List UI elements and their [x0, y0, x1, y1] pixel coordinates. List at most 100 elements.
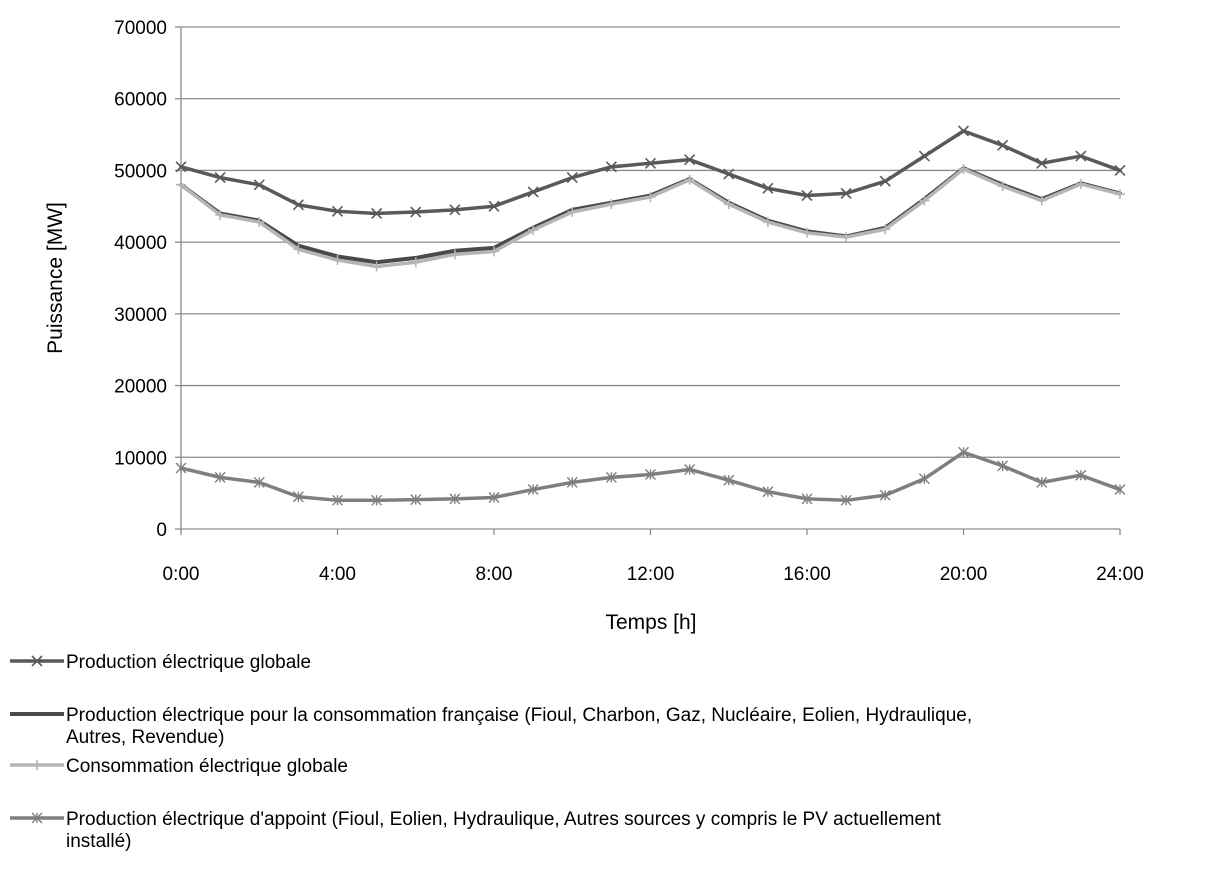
data-point	[489, 246, 499, 257]
legend-marker	[31, 655, 43, 667]
data-point	[175, 462, 187, 474]
data-point	[957, 125, 970, 137]
tick-labels: 0 10000 20000 30000 40000 50000 60000 70000 0:00…	[114, 18, 1144, 585]
data-point	[292, 491, 304, 503]
data-point	[371, 207, 383, 220]
data-point	[879, 489, 891, 501]
data-point	[566, 172, 578, 184]
data-point	[644, 157, 657, 169]
data-point	[801, 189, 813, 202]
data-point	[488, 491, 500, 503]
data-point	[371, 261, 382, 272]
data-point	[1115, 189, 1125, 200]
series-2	[179, 166, 1122, 265]
y-tick-label: 10000	[114, 448, 167, 469]
data-point	[605, 161, 617, 173]
data-point	[293, 244, 304, 255]
x-tick-label: 4:00	[319, 564, 356, 585]
y-tick-label: 20000	[114, 377, 167, 398]
data-point	[879, 175, 891, 187]
data-point	[214, 172, 226, 184]
data-point	[645, 469, 656, 480]
data-point	[292, 199, 304, 211]
data-point	[841, 232, 852, 243]
x-tick-label: 24:00	[1096, 564, 1144, 585]
legend-label: Production électrique d'appoint (Fioul, …	[66, 809, 942, 852]
legend: Production électrique globale Production …	[10, 652, 972, 852]
y-tick-label: 70000	[114, 18, 167, 39]
grid-lines	[181, 26, 1120, 458]
data-point	[332, 255, 343, 266]
data-point	[175, 161, 187, 173]
legend-marker	[31, 812, 43, 824]
x-tick-label: 16:00	[783, 564, 831, 585]
data-point	[684, 463, 696, 475]
data-point	[997, 181, 1008, 192]
legend-marker	[32, 760, 42, 770]
data-point	[606, 199, 617, 210]
data-point	[528, 224, 539, 235]
data-point	[371, 494, 383, 506]
data-point	[840, 494, 852, 506]
y-axis-title: Puissance [MW]	[44, 202, 67, 354]
data-point	[918, 150, 930, 162]
data-point	[1114, 484, 1126, 496]
legend-label: Production électrique pour la consommati…	[66, 705, 972, 748]
data-point	[215, 209, 226, 220]
data-point	[410, 257, 421, 268]
data-point	[958, 446, 969, 458]
legend-entry: Production électrique d'appoint (Fioul, …	[10, 809, 942, 852]
series-3	[176, 163, 1125, 272]
data-point	[449, 204, 461, 216]
y-tick-label: 30000	[114, 305, 167, 326]
data-point	[1036, 476, 1048, 488]
data-point	[684, 154, 696, 166]
data-point	[918, 473, 930, 485]
legend-entry: Production électrique pour la consommati…	[10, 705, 972, 748]
data-point	[567, 207, 578, 218]
series-line	[179, 166, 1122, 265]
data-point	[488, 200, 500, 212]
data-point	[997, 139, 1009, 151]
data-point	[762, 182, 774, 194]
data-point	[253, 476, 265, 488]
series-4	[175, 446, 1126, 506]
x-axis-title: Temps [h]	[605, 611, 696, 634]
legend-entry: Consommation électrique globale	[10, 756, 348, 777]
series-group	[175, 125, 1126, 506]
y-tick-label: 0	[156, 520, 167, 541]
data-point	[880, 224, 891, 235]
legend-label: Production électrique globale	[66, 652, 311, 673]
x-tick-label: 8:00	[476, 564, 513, 585]
legend-entry: Production électrique globale	[10, 652, 311, 673]
series-1	[175, 125, 1126, 220]
legend-label: Consommation électrique globale	[66, 756, 348, 777]
data-point	[332, 494, 343, 506]
data-point	[762, 486, 774, 498]
data-point	[605, 471, 617, 483]
x-tick-label: 20:00	[940, 564, 988, 585]
data-point	[254, 217, 265, 228]
data-point	[176, 179, 186, 190]
data-point	[919, 195, 930, 206]
data-point	[958, 163, 969, 174]
data-point	[645, 191, 656, 202]
data-point	[214, 471, 226, 483]
x-tick-label: 0:00	[163, 564, 200, 585]
data-point	[684, 174, 695, 185]
data-point	[1075, 150, 1087, 162]
data-point	[1075, 469, 1087, 481]
x-tick-label: 12:00	[627, 564, 675, 585]
data-point	[1075, 179, 1086, 190]
data-point	[566, 476, 578, 488]
data-point	[253, 179, 265, 191]
data-point	[1036, 195, 1047, 206]
data-point	[527, 484, 539, 496]
data-point	[801, 493, 813, 505]
data-point	[449, 249, 460, 260]
y-tick-label: 40000	[114, 233, 167, 254]
data-point	[997, 460, 1009, 472]
data-point	[331, 205, 344, 217]
data-point	[802, 227, 812, 238]
